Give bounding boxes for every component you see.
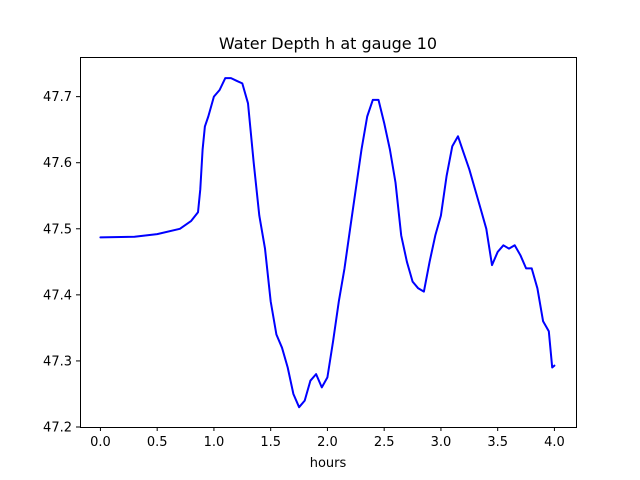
series-layer: [99, 77, 556, 409]
y-tick-label: 47.5: [43, 222, 72, 237]
y-tick-label: 47.2: [43, 421, 72, 436]
x-tick-label: 3.0: [431, 435, 452, 450]
y-tick-label: 47.4: [43, 288, 72, 303]
x-axis-label: hours: [310, 456, 347, 471]
x-tick-label: 0.5: [147, 435, 168, 450]
x-tick-label: 4.0: [544, 435, 565, 450]
y-tick-label: 47.7: [43, 90, 72, 105]
x-tick-label: 3.5: [487, 435, 508, 450]
x-tick-label: 1.5: [260, 435, 281, 450]
chart-title: Water Depth h at gauge 10: [219, 34, 437, 53]
x-tick-label: 0.0: [90, 435, 111, 450]
water-depth-line: [99, 77, 556, 409]
y-tick-label: 47.6: [43, 156, 72, 171]
x-axis: 0.0 0.5 1.0 1.5 2.0 2.5 3.0 3.5 4.0: [90, 427, 565, 450]
x-tick-label: 1.0: [204, 435, 225, 450]
y-tick-label: 47.3: [43, 354, 72, 369]
y-axis: 47.2 47.3 47.4 47.5 47.6 47.7: [43, 90, 80, 436]
x-tick-label: 2.5: [374, 435, 395, 450]
plot-frame: [80, 57, 577, 428]
x-tick-label: 2.0: [317, 435, 338, 450]
